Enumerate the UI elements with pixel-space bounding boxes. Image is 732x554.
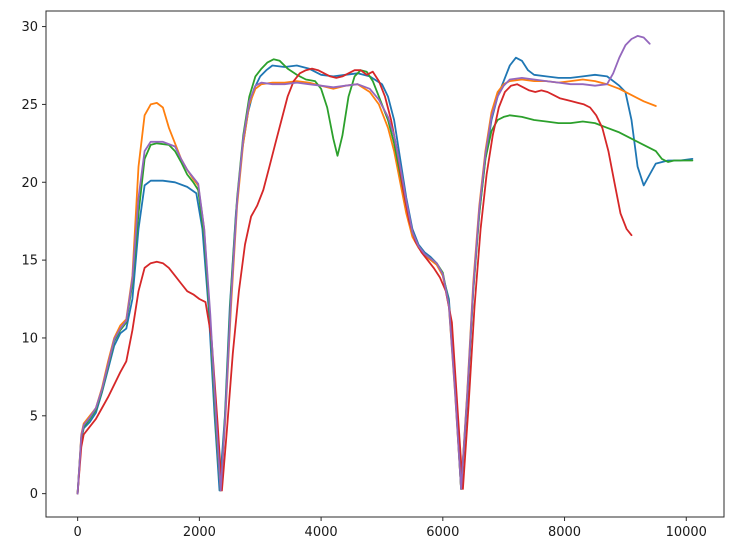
x-tick-label: 6000 [426,525,459,540]
y-tick-label: 15 [21,254,38,269]
x-tick-label: 4000 [305,525,338,540]
series-purple-line [76,35,651,495]
y-tick-label: 20 [21,176,38,191]
y-tick-label: 5 [30,409,38,424]
x-tick-label: 10000 [666,525,707,540]
series-green-line [76,58,694,495]
y-tick-label: 30 [21,20,38,35]
y-tick-label: 10 [21,331,38,346]
x-tick-label: 0 [74,525,82,540]
x-tick-label: 8000 [548,525,581,540]
series-red-line [76,67,633,495]
axes-spines [45,10,725,518]
x-tick-label: 2000 [183,525,216,540]
y-tick-label: 0 [30,487,38,502]
series-blue-line [76,56,694,495]
y-tick-label: 25 [21,98,38,113]
